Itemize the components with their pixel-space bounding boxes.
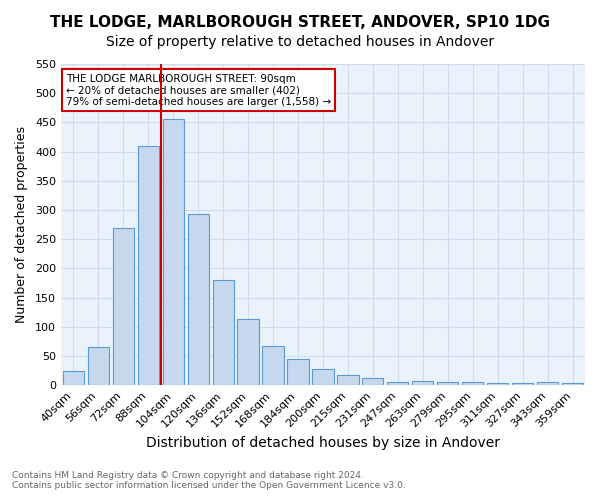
Bar [113, 228, 134, 385]
Bar [437, 382, 458, 385]
Bar [137, 146, 159, 385]
Bar [337, 376, 359, 385]
Bar [88, 348, 109, 385]
Text: THE LODGE MARLBOROUGH STREET: 90sqm
← 20% of detached houses are smaller (402)
7: THE LODGE MARLBOROUGH STREET: 90sqm ← 20… [66, 74, 331, 107]
X-axis label: Distribution of detached houses by size in Andover: Distribution of detached houses by size … [146, 436, 500, 450]
Text: THE LODGE, MARLBOROUGH STREET, ANDOVER, SP10 1DG: THE LODGE, MARLBOROUGH STREET, ANDOVER, … [50, 15, 550, 30]
Bar [387, 382, 409, 385]
Bar [412, 380, 433, 385]
Bar [212, 280, 234, 385]
Bar [188, 214, 209, 385]
Bar [362, 378, 383, 385]
Bar [262, 346, 284, 385]
Bar [512, 384, 533, 385]
Text: Size of property relative to detached houses in Andover: Size of property relative to detached ho… [106, 35, 494, 49]
Bar [63, 370, 84, 385]
Bar [287, 359, 308, 385]
Bar [562, 383, 583, 385]
Bar [462, 382, 484, 385]
Bar [313, 369, 334, 385]
Text: Contains HM Land Registry data © Crown copyright and database right 2024.
Contai: Contains HM Land Registry data © Crown c… [12, 470, 406, 490]
Bar [537, 382, 558, 385]
Bar [487, 384, 508, 385]
Bar [238, 319, 259, 385]
Bar [163, 120, 184, 385]
Y-axis label: Number of detached properties: Number of detached properties [15, 126, 28, 323]
